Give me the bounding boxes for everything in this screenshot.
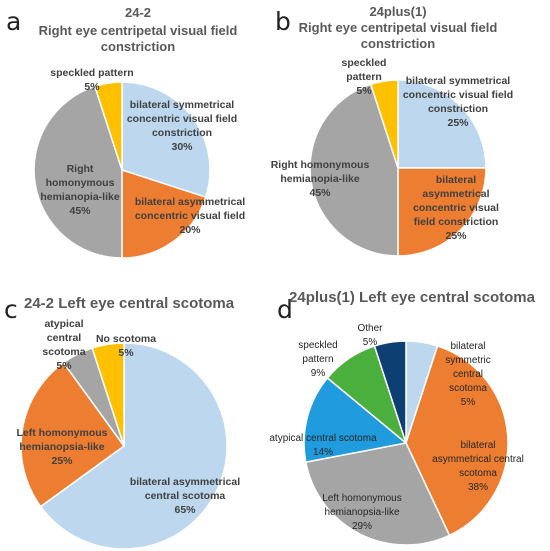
data-label-b-right-homonymous: Right homonymous hemianopia-like 45% [271,159,370,199]
data-label-a-right: Right homonymous hemianopia-like 45% [40,163,120,217]
pie-slice-c-left-homonymous [20,361,126,508]
pie-slice-c-bilateral-asymmetrical [39,342,228,550]
pie-slice-a-speckled-pattern [93,81,123,171]
pie-slice-d-left-homonymous [304,442,451,546]
pie-slice-b-bilateral-symmetrical [397,79,487,169]
pie-slice-d-bilateral [405,345,509,537]
chart-title-c-line-1: 24-2 Left eye central scotoma [24,295,235,312]
data-label-a-bilateral-symmetrical: bilateral symmetrical concentric visual f… [127,99,237,153]
pie-slice-a-right [33,85,123,259]
pie-slice-d-other [373,340,407,444]
pie-slice-b-speckled [369,79,399,169]
data-label-d-other: Other 5% [357,323,383,348]
data-label-a-bilateral-asymmetrical: bilateral asymmetrical concentric visual … [135,196,245,236]
data-label-b-speckled: speckled pattern 5% [342,57,387,97]
pie-slice-a-bilateral-symmetrical [121,81,211,199]
panel-letter-a: a [6,7,21,36]
chart-title-a-line-3: constriction [101,39,175,54]
pie-slice-c-no-scotoma [91,342,125,447]
pie-panel-a: a 24-2 Right eye centripetal visual fieldc… [6,5,245,259]
pie-slice-b-bilateral [397,167,487,257]
pie-panel-c: c 24-2 Left eye central scotoma bilateral … [4,295,240,550]
data-label-d-atypical-central-scotoma: atypical central scotoma 14% [269,433,377,458]
data-label-d-left-homonymous: Left homonymous hemianopsia-like 29% [322,493,402,532]
data-label-c-left-homonymous: Left homonymous hemianopsia-like 25% [17,427,108,467]
data-label-d-speckled: speckled pattern 9% [298,340,337,379]
chart-title-a-line-2: Right eye centripetal visual field [39,23,238,38]
data-label-c-atypical: atypical central scotoma 5% [42,318,85,372]
data-label-c-no-scotoma: No scotoma 5% [96,333,156,359]
chart-title-b-line-3: constriction [361,36,435,51]
pie-slice-a-bilateral-asymmetrical [121,168,207,259]
chart-title-d-line-1: 24plus(1) Left eye central scotoma [289,289,536,306]
chart-title-b-line-1: 24plus(1) [369,4,426,19]
pie-slice-b-right-homonymous [309,83,399,257]
data-label-d-bilateral: bilateral asymmetrical central scotoma 38% [432,440,524,493]
data-label-a-speckled-pattern: speckled pattern 5% [50,67,133,93]
pie-slice-d-atypical-central-scotoma [303,376,408,463]
data-label-d-bilateral: bilateral symmetric central scotoma 5% [445,341,491,408]
pie-panel-b: b 24plus(1)Right eye centripetal visual f… [271,4,513,257]
panel-letter-c: c [4,295,18,324]
panel-letter-b: b [275,7,291,36]
chart-title-a-line-1: 24-2 [125,5,151,20]
chart-title-b-line-2: Right eye centripetal visual field [299,20,498,35]
data-label-b-bilateral: bilateral asymmetrical concentric visual fi… [413,174,499,242]
data-label-c-bilateral-asymmetrical: bilateral asymmetrical central scotoma 65% [130,476,240,516]
panel-letter-d: d [277,295,293,324]
data-label-b-bilateral-symmetrical: bilateral symmetrical concentric visual f… [403,75,513,129]
